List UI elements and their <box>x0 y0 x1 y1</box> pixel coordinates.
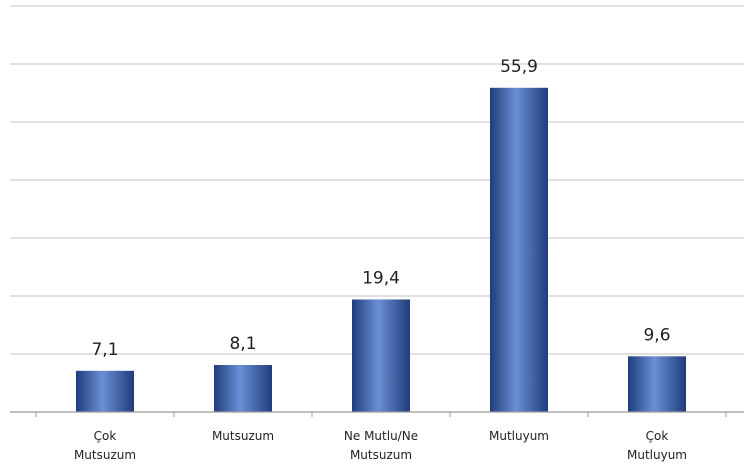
x-tick-label: Ne Mutlu/Ne <box>344 429 418 443</box>
gridlines <box>10 5 744 355</box>
x-tick-label: Mutsuzum <box>212 429 274 443</box>
labels: 7,1 Çok Mutsuzum 8,1 Mutsuzum 19,4 Ne Mutlu/Ne… <box>74 57 687 462</box>
data-label: 8,1 <box>229 334 256 354</box>
data-label: 7,1 <box>91 340 118 360</box>
bar <box>76 370 134 412</box>
x-axis <box>10 411 744 417</box>
x-tick-label: Çok <box>646 429 669 443</box>
data-label: 19,4 <box>362 268 400 288</box>
data-label: 55,9 <box>500 57 538 77</box>
x-tick-label: Çok <box>94 429 117 443</box>
x-tick-label: Mutluyum <box>489 429 549 443</box>
x-tick-label: Mutsuzum <box>74 448 136 462</box>
bar <box>214 365 272 412</box>
bar <box>352 299 410 412</box>
bar <box>628 356 686 412</box>
x-tick-label: Mutluyum <box>627 448 687 462</box>
bars <box>76 87 686 412</box>
data-label: 9,6 <box>643 325 670 345</box>
bar <box>490 87 548 412</box>
x-tick-label: Mutsuzum <box>350 448 412 462</box>
